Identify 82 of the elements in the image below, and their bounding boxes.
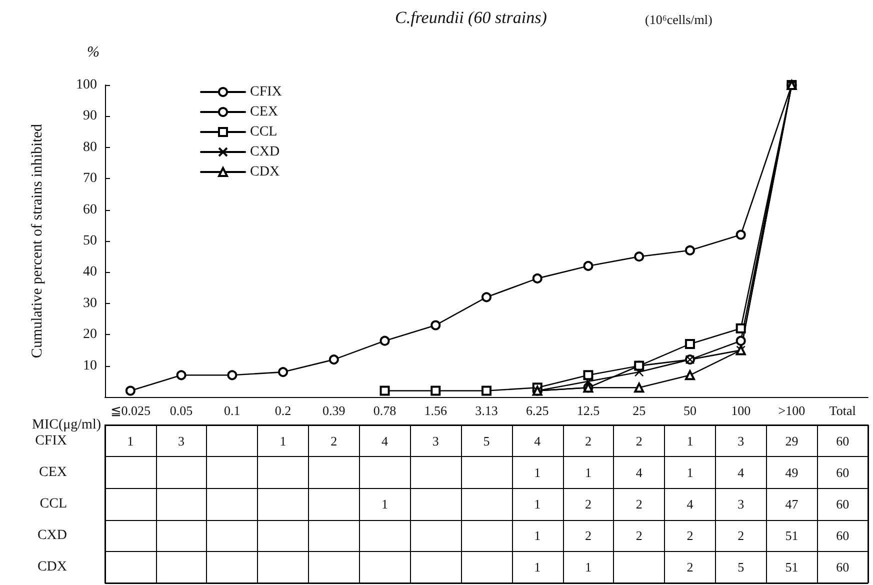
data-label: 2 <box>686 528 694 544</box>
chart-title: C.freundii (60 strains) <box>395 8 548 27</box>
x-tick-label: 50 <box>683 403 696 418</box>
data-label: 4 <box>382 433 389 448</box>
data-label: 2 <box>686 560 694 575</box>
legend-label: CEX <box>250 104 278 120</box>
data-label: 1 <box>382 496 388 512</box>
y-axis-title: Cumulative percent of strains inhibited <box>30 123 46 358</box>
data-label: 1 <box>686 464 694 480</box>
data-label: 1 <box>534 496 541 512</box>
chart-subtitle: (10⁶cells/ml) <box>645 12 712 27</box>
data-label: 5 <box>738 560 744 575</box>
data-label: 60 <box>836 433 850 448</box>
y-tick-label: CCL <box>40 496 67 512</box>
legend-label: CFIX <box>250 84 282 100</box>
data-label: 2 <box>738 528 744 544</box>
data-label: 2 <box>330 433 338 448</box>
legend-label: CXD <box>250 144 280 160</box>
x-tick-label: 1.56 <box>424 403 448 418</box>
y-tick-label: 100 <box>76 78 97 92</box>
y-tick-label: 70 <box>83 171 97 186</box>
data-label: 1 <box>534 528 541 544</box>
data-label: 1 <box>534 560 541 575</box>
y-tick-label: CFIX <box>35 433 67 448</box>
x-tick-label: 12.5 <box>576 403 600 418</box>
data-label: 4 <box>534 433 542 448</box>
x-axis-title: MIC(μg/ml) <box>32 418 102 432</box>
data-label: 3 <box>432 433 439 448</box>
x-tick-label: 6.25 <box>526 403 549 418</box>
y-tick-label: 90 <box>83 108 97 124</box>
y-tick-label: 30 <box>83 296 97 311</box>
y-tick-label: 50 <box>83 234 97 248</box>
legend-label: CDX <box>250 164 280 180</box>
data-label: 5 <box>483 433 490 448</box>
y-tick-label: 60 <box>83 202 97 218</box>
x-tick-label: ≦0.025 <box>110 403 151 418</box>
data-label: 2 <box>584 528 592 544</box>
data-label: 4 <box>686 496 694 512</box>
data-label: 4 <box>738 464 745 480</box>
y-tick-label: 80 <box>83 140 97 155</box>
y-tick-label: 10 <box>83 358 97 374</box>
data-label: 51 <box>785 528 798 544</box>
data-label: 60 <box>836 560 850 575</box>
x-tick-label: 0.78 <box>373 403 396 418</box>
data-label: 3 <box>178 433 185 448</box>
data-label: 3 <box>738 433 744 448</box>
data-label: 4 <box>636 464 643 480</box>
data-label: 3 <box>738 496 744 512</box>
x-tick-label: Total <box>829 403 856 418</box>
y-tick-label: CEX <box>39 464 67 480</box>
x-tick-label: 25 <box>632 403 646 418</box>
data-label: 2 <box>584 433 592 448</box>
y-tick-label: CDX <box>37 560 67 575</box>
data-label: 2 <box>584 496 592 512</box>
x-tick-label: 100 <box>731 403 751 418</box>
data-label: 49 <box>785 464 798 480</box>
x-tick-label: >100 <box>778 403 806 418</box>
x-tick-label: 0.2 <box>274 403 292 418</box>
x-tick-label: 3.13 <box>475 403 498 418</box>
data-label: 1 <box>280 433 286 448</box>
data-label: 1 <box>127 433 134 448</box>
data-label: 1 <box>584 560 592 575</box>
data-label: 60 <box>836 496 850 512</box>
y-tick-label: 20 <box>83 327 97 342</box>
data-label: 2 <box>636 433 642 448</box>
data-label: 1 <box>686 433 694 448</box>
data-label: 51 <box>785 560 798 575</box>
data-label: 29 <box>785 433 798 448</box>
y-tick-label: CXD <box>37 528 67 544</box>
y-tick-label: 40 <box>83 264 97 280</box>
data-label: 1 <box>584 464 592 480</box>
data-label: 1 <box>534 464 541 480</box>
x-tick-label: 0.39 <box>322 403 346 418</box>
data-label: 47 <box>785 496 799 512</box>
x-tick-label: 0.05 <box>170 403 193 418</box>
legend-label: CCL <box>250 124 278 140</box>
data-label: 2 <box>636 528 642 544</box>
data-label: 60 <box>836 528 850 544</box>
data-label: 60 <box>836 464 850 480</box>
data-label: 2 <box>636 496 642 512</box>
text: % <box>87 44 100 60</box>
x-tick-label: 0.1 <box>224 403 240 418</box>
